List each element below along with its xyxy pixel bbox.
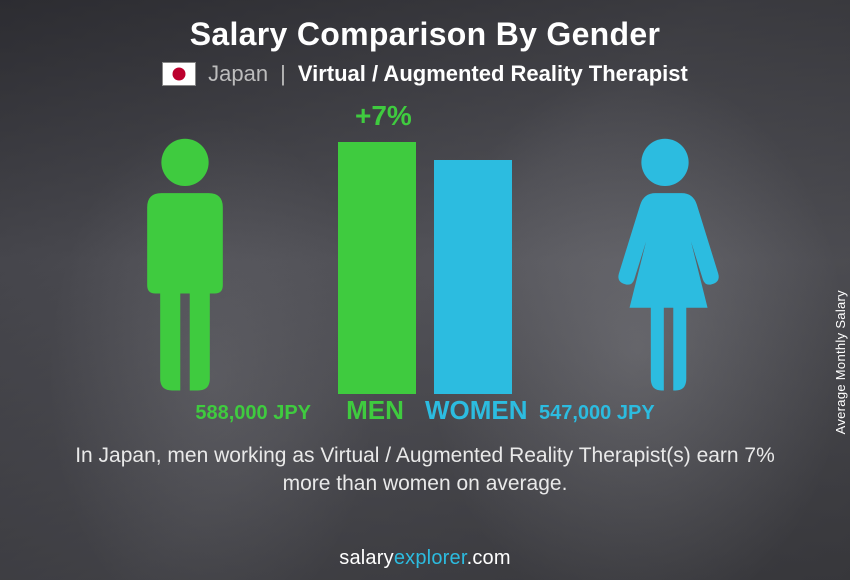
y-axis-label: Average Monthly Salary	[833, 290, 848, 434]
person-female-svg	[605, 134, 725, 394]
female-figure-icon	[605, 134, 725, 394]
page-title: Salary Comparison By Gender	[0, 0, 850, 53]
axis-labels: 588,000 JPY MEN WOMEN 547,000 JPY	[105, 395, 745, 426]
footer-brand: salaryexplorer.com	[0, 547, 850, 570]
summary-text: In Japan, men working as Virtual / Augme…	[55, 442, 795, 499]
person-male-svg	[125, 134, 245, 394]
comparison-chart: +7% 588,000 JPY MEN WOMEN 547,000 JPY	[105, 102, 745, 432]
brand-accent: explorer	[394, 547, 467, 569]
japan-flag-icon	[162, 62, 196, 86]
brand-suffix: .com	[467, 547, 511, 569]
infographic-root: Salary Comparison By Gender Japan | Virt…	[0, 0, 850, 580]
brand-prefix: salary	[339, 547, 394, 569]
bars-group	[338, 142, 512, 394]
men-value: 588,000 JPY	[145, 402, 325, 425]
sub-heading: Japan | Virtual / Augmented Reality Ther…	[0, 61, 850, 87]
occupation-label: Virtual / Augmented Reality Therapist	[298, 61, 688, 87]
women-value: 547,000 JPY	[525, 402, 705, 425]
separator: |	[280, 61, 286, 87]
male-figure-icon	[125, 134, 245, 394]
bar-women	[434, 160, 512, 394]
percentage-difference: +7%	[355, 100, 412, 132]
bar-men	[338, 142, 416, 394]
country-label: Japan	[208, 61, 268, 87]
women-category-label: WOMEN	[425, 395, 525, 426]
men-category-label: MEN	[325, 395, 425, 426]
